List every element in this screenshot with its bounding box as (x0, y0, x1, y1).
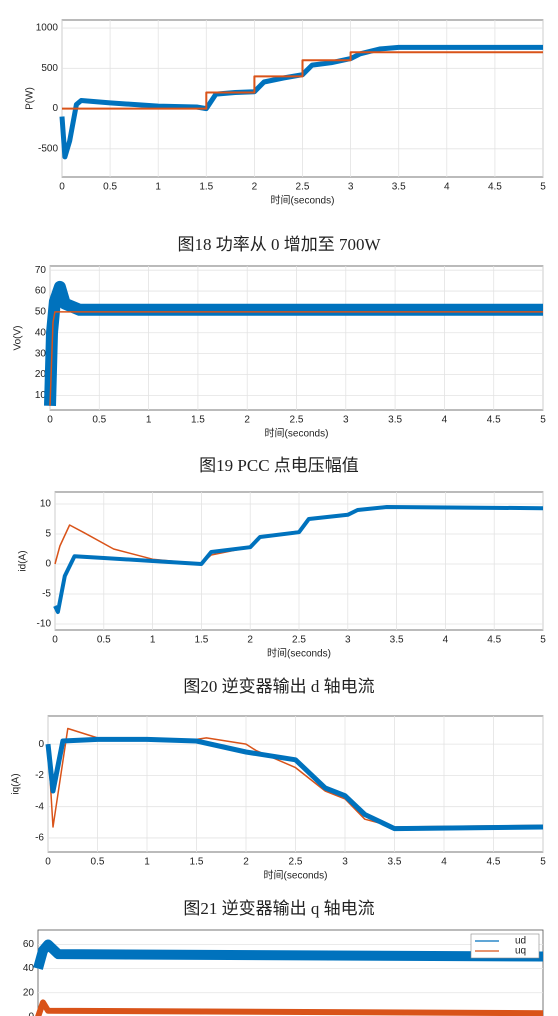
legend-label: uq (515, 946, 526, 957)
x-tick-label: 3.5 (390, 635, 404, 646)
x-tick-label: 1 (150, 635, 156, 646)
x-tick-label: 0 (45, 857, 51, 868)
y-tick-label: -4 (35, 801, 44, 812)
figure-caption: 图21 逆变器输出 q 轴电流 (183, 899, 374, 918)
x-tick-label: 1.5 (194, 635, 208, 646)
x-tick-label: 2.5 (289, 857, 303, 868)
x-tick-label: 0.5 (91, 857, 105, 868)
y-tick-label: 70 (35, 265, 47, 276)
x-tick-label: 0.5 (92, 415, 106, 426)
x-tick-label: 1.5 (199, 182, 213, 193)
y-tick-label: -10 (37, 619, 52, 630)
legend-label: ud (515, 936, 526, 947)
x-axis-label: 时间(seconds) (265, 427, 329, 440)
x-tick-label: 4.5 (487, 415, 501, 426)
series-line (53, 505, 544, 614)
x-axis-label: 时间(seconds) (264, 869, 328, 882)
figure-caption: 图20 逆变器输出 d 轴电流 (183, 677, 374, 696)
x-tick-label: 3 (343, 415, 349, 426)
series-line (33, 939, 544, 970)
x-tick-label: 4 (441, 857, 447, 868)
y-axis-label: Vo(V) (13, 325, 24, 350)
y-tick-label: 5 (45, 529, 51, 540)
x-tick-label: 0.5 (97, 635, 111, 646)
figure-caption: 图18 功率从 0 增加至 700W (177, 235, 381, 254)
y-tick-label: 30 (35, 348, 47, 359)
series-line (45, 736, 544, 832)
x-tick-label: 4.5 (488, 182, 502, 193)
series-line (62, 51, 543, 110)
y-tick-label: 0 (52, 103, 58, 114)
x-tick-label: 3.5 (388, 415, 402, 426)
y-tick-label: 0 (45, 559, 51, 570)
y-tick-label: 10 (40, 499, 52, 510)
y-tick-label: -2 (35, 770, 44, 781)
x-tick-label: 3.5 (392, 182, 406, 193)
x-tick-label: 3 (348, 182, 354, 193)
y-tick-label: 60 (23, 939, 35, 950)
x-tick-label: 3 (345, 635, 351, 646)
figure-caption: 图19 PCC 点电压幅值 (199, 456, 359, 475)
x-tick-label: 0 (52, 635, 58, 646)
legend-box (470, 933, 540, 959)
y-tick-label: -500 (38, 143, 58, 154)
x-tick-label: 2 (244, 415, 250, 426)
x-tick-label: 2.5 (292, 635, 306, 646)
x-tick-label: 0.5 (103, 182, 117, 193)
y-tick-label: 10 (35, 390, 47, 401)
y-tick-label: 0 (38, 739, 44, 750)
x-tick-label: 5 (540, 857, 546, 868)
y-axis-label: iq(A) (11, 773, 22, 794)
x-tick-label: 1.5 (191, 415, 205, 426)
plot-area (37, 929, 544, 1016)
y-tick-label: 20 (23, 987, 35, 998)
y-tick-label: 0 (28, 1012, 34, 1016)
series-line (47, 727, 544, 828)
y-tick-label: -6 (35, 833, 44, 844)
x-tick-label: 4 (443, 635, 449, 646)
x-tick-label: 4 (444, 182, 450, 193)
x-tick-label: 1 (144, 857, 150, 868)
x-tick-label: 2 (247, 635, 253, 646)
y-tick-label: 1000 (36, 23, 59, 34)
y-tick-label: 50 (35, 307, 47, 318)
x-tick-label: 5 (540, 635, 546, 646)
x-tick-label: 5 (540, 182, 546, 193)
x-tick-label: 1 (155, 182, 161, 193)
series-line (35, 999, 544, 1016)
x-tick-label: 4 (442, 415, 448, 426)
x-tick-label: 0 (47, 415, 53, 426)
x-tick-label: 4.5 (487, 857, 501, 868)
y-tick-label: 60 (35, 286, 47, 297)
x-tick-label: 3 (342, 857, 348, 868)
x-tick-label: 1 (146, 415, 152, 426)
y-tick-label: -5 (42, 589, 51, 600)
y-axis-label: id(A) (18, 550, 29, 571)
x-tick-label: 2.5 (296, 182, 310, 193)
x-tick-label: 5 (540, 415, 546, 426)
x-tick-label: 2.5 (290, 415, 304, 426)
y-axis-label: P(W) (25, 87, 36, 110)
x-tick-label: 3.5 (388, 857, 402, 868)
x-tick-label: 1.5 (190, 857, 204, 868)
x-tick-label: 4.5 (487, 635, 501, 646)
y-tick-label: 500 (41, 63, 58, 74)
series-line (59, 44, 543, 160)
y-tick-label: 40 (35, 327, 47, 338)
x-axis-label: 时间(seconds) (271, 194, 335, 207)
series-line (49, 311, 543, 406)
x-tick-label: 2 (243, 857, 249, 868)
y-tick-label: 20 (35, 369, 47, 380)
x-tick-label: 2 (252, 182, 258, 193)
x-tick-label: 0 (59, 182, 65, 193)
y-tick-label: 40 (23, 963, 35, 974)
x-axis-label: 时间(seconds) (267, 647, 331, 660)
